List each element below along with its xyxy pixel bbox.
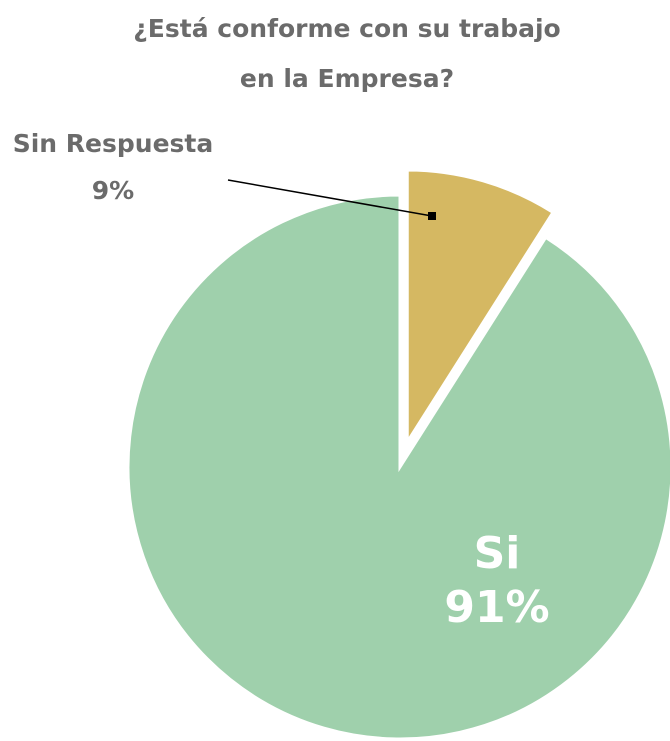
pie-slice xyxy=(405,168,556,448)
chart-title: en la Empresa? xyxy=(240,64,454,93)
leader-marker xyxy=(428,212,436,220)
slice-value-label: 9% xyxy=(92,176,134,205)
slice-label: Sin Respuesta xyxy=(13,129,214,158)
chart-title: ¿Está conforme con su trabajo xyxy=(133,14,560,43)
leader-line xyxy=(227,179,433,217)
slice-label: Si xyxy=(474,528,521,579)
slice-value-label: 91% xyxy=(444,582,549,633)
pie-slice xyxy=(126,193,670,741)
